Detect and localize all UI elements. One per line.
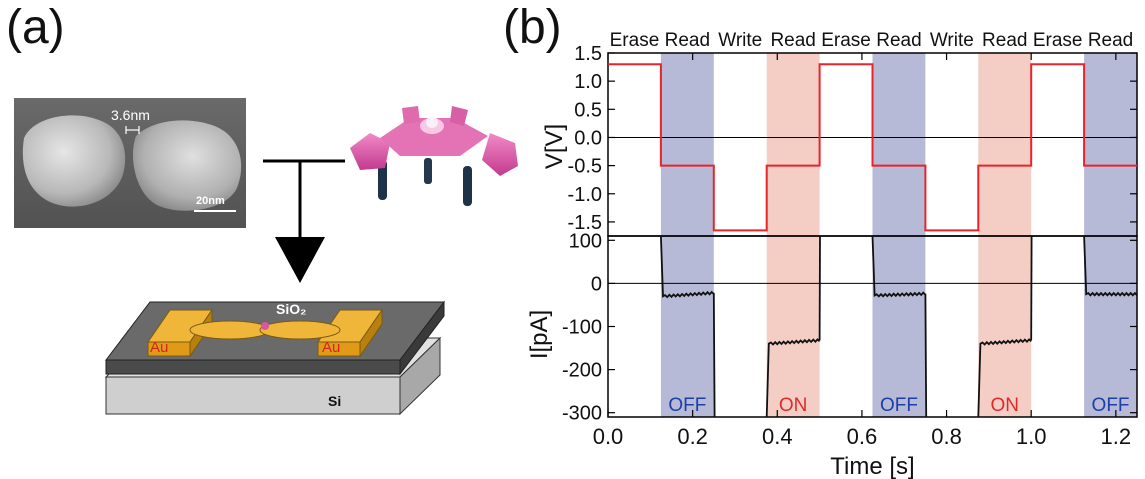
band-voltage-4 <box>1084 53 1137 236</box>
substrate-label: Si <box>328 393 341 409</box>
current-series-segment-4 <box>871 235 927 298</box>
oxide-label: SiO₂ <box>276 301 306 317</box>
down-arrow-icon <box>263 159 345 283</box>
state-label-4: OFF <box>1092 395 1130 416</box>
panel-a-label: (a) <box>6 1 65 54</box>
phase-label-5: Read <box>876 30 921 51</box>
sem-gap-label: 3.6nm <box>111 107 150 123</box>
au-right-label: Au <box>322 339 340 356</box>
state-label-1: ON <box>779 395 808 416</box>
band-current-4 <box>1084 236 1137 417</box>
band-current-2 <box>872 236 926 417</box>
device-schematic: Au Au SiO₂ Si <box>104 300 446 416</box>
current-series-segment-2 <box>765 338 821 418</box>
phase-label-6: Write <box>930 30 974 51</box>
current-series-segment-5 <box>924 293 928 418</box>
au-left-label: Au <box>150 339 168 356</box>
band-current-3 <box>978 236 1032 417</box>
phase-label-8: Erase <box>1033 30 1083 51</box>
current-ytick-label-1: 0 <box>591 273 602 295</box>
voltage-axis-label: V[V] <box>541 124 568 169</box>
phase-label-2: Write <box>718 30 762 51</box>
phase-label-9: Read <box>1088 30 1133 51</box>
voltage-series-line <box>608 63 1137 232</box>
state-label-0: OFF <box>668 395 706 416</box>
xtick-label-4: 0.8 <box>931 424 962 449</box>
band-current-0 <box>660 236 714 417</box>
phase-labels: Erase Read Write Read Erase Read Write Read Eras… <box>610 30 1134 51</box>
time-axis-label: Time [s] <box>830 453 914 479</box>
band-current-1 <box>766 236 820 417</box>
chart-series <box>608 63 1138 418</box>
current-series-segment-1 <box>712 292 716 418</box>
current-axis-label: I[pA] <box>526 310 553 359</box>
current-ytick-label-4: -300 <box>562 403 602 425</box>
voltage-ytick-label-6: -1.5 <box>568 212 602 234</box>
current-series-segment-0 <box>660 235 715 299</box>
xtick-label-3: 0.6 <box>847 424 878 449</box>
state-bands-voltage <box>660 53 1137 236</box>
molecule-illustration <box>350 106 518 206</box>
current-series-segment-6 <box>977 338 1032 418</box>
current-ytick-label-2: -100 <box>562 317 602 339</box>
xtick-label-5: 1.0 <box>1016 424 1047 449</box>
xtick-label-6: 1.2 <box>1101 424 1132 449</box>
voltage-ytick-label-4: -0.5 <box>568 156 602 178</box>
phase-label-3: Read <box>770 30 815 51</box>
state-label-2: OFF <box>880 395 918 416</box>
current-ytick-label-3: -200 <box>562 360 602 382</box>
band-voltage-3 <box>978 53 1032 236</box>
voltage-ytick-label-1: 1.0 <box>574 71 602 93</box>
sem-scale-label: 20nm <box>196 195 225 207</box>
state-label-3: ON <box>991 395 1020 416</box>
voltage-ytick-label-3: 0.0 <box>574 127 602 149</box>
current-series-segment-8 <box>1083 235 1138 297</box>
voltage-ytick-label-0: 1.5 <box>574 43 602 65</box>
sem-image: 3.6nm 20nm <box>14 98 246 228</box>
band-voltage-1 <box>766 53 820 236</box>
current-ytick-label-0: 100 <box>569 230 602 252</box>
state-labels: OFF ON OFF ON OFF <box>668 395 1129 416</box>
state-bands-current <box>660 236 1137 417</box>
band-voltage-0 <box>660 53 714 236</box>
voltage-ytick-label-2: 0.5 <box>574 99 602 121</box>
panel-b-label: (b) <box>503 1 562 54</box>
phase-label-1: Read <box>665 30 710 51</box>
voltage-ytick-label-5: -1.0 <box>568 184 602 206</box>
phase-label-7: Read <box>982 30 1027 51</box>
xtick-label-2: 0.4 <box>762 424 793 449</box>
phase-label-4: Erase <box>821 30 871 51</box>
xtick-label-0: 0.0 <box>593 424 624 449</box>
xtick-label-1: 0.2 <box>677 424 708 449</box>
phase-label-0: Erase <box>610 30 660 51</box>
band-voltage-2 <box>872 53 926 236</box>
